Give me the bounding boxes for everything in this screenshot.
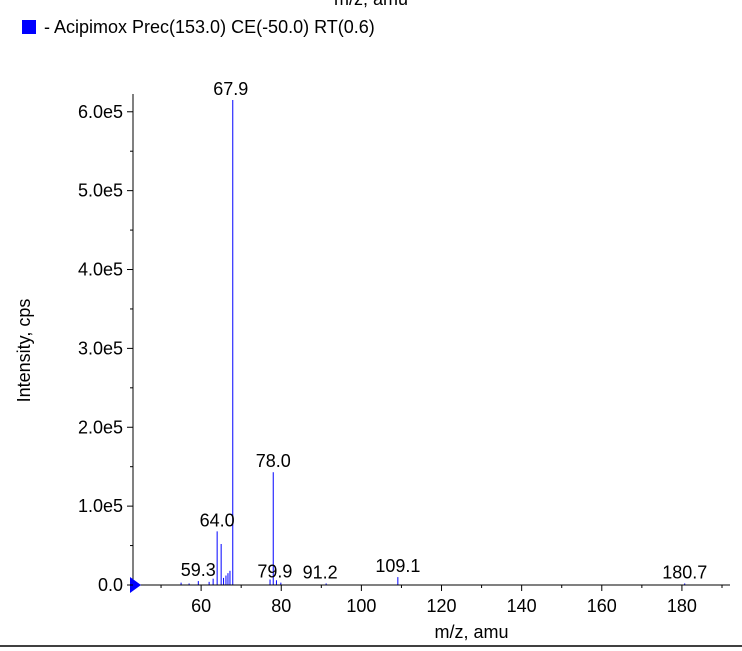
y-tick-label: 5.0e5: [78, 181, 123, 201]
peak-label: 109.1: [375, 556, 420, 576]
y-tick-label: 2.0e5: [78, 417, 123, 437]
peak-label: 67.9: [213, 79, 248, 99]
peak-label: 79.9: [257, 562, 292, 582]
legend-label: - Acipimox Prec(153.0) CE(-50.0) RT(0.6): [44, 16, 375, 37]
top-cut-axis-label: m/z, amu: [0, 0, 742, 10]
y-tick-label: 3.0e5: [78, 338, 123, 358]
y-tick-label: 6.0e5: [78, 102, 123, 122]
x-tick-label: 180: [667, 596, 697, 616]
x-axis-title: m/z, amu: [434, 622, 508, 642]
x-tick-label: 60: [191, 596, 211, 616]
peak-label: 78.0: [256, 451, 291, 471]
x-tick-label: 120: [426, 596, 456, 616]
x-tick-label: 140: [507, 596, 537, 616]
peak-label: 180.7: [662, 562, 707, 582]
y-tick-label: 1.0e5: [78, 496, 123, 516]
peak-label: 91.2: [303, 562, 338, 582]
origin-marker: [130, 577, 141, 593]
peak-label: 64.0: [200, 510, 235, 530]
axes: 0.0 1.0e5 2.0e5 3.0e5 4.0e5 5.0e5 6.0e5 60 80 100…: [0, 94, 742, 647]
y-tick-label: 4.0e5: [78, 260, 123, 280]
legend: - Acipimox Prec(153.0) CE(-50.0) RT(0.6): [22, 16, 375, 38]
x-tick-label: 100: [346, 596, 376, 616]
x-tick-label: 160: [587, 596, 617, 616]
peak-labels: 67.9 78.0 64.0 59.3 79.9 91.2 109.1 180.7: [181, 79, 707, 582]
y-tick-label: 0.0: [98, 575, 123, 595]
peak-label: 59.3: [181, 560, 216, 580]
legend-swatch: [22, 20, 36, 34]
x-tick-label: 80: [271, 596, 291, 616]
y-axis-title: Intensity, cps: [14, 299, 34, 403]
peak-bars: [180, 99, 686, 585]
